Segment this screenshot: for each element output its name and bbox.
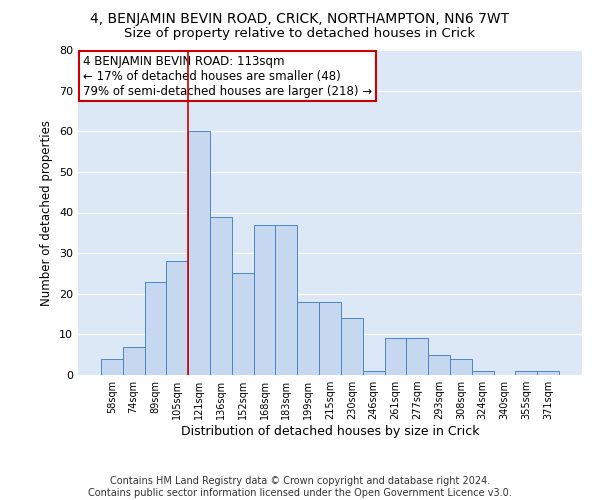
Bar: [537, 371, 559, 375]
Bar: [428, 354, 450, 375]
Bar: [385, 338, 406, 375]
Bar: [123, 346, 145, 375]
Bar: [297, 302, 319, 375]
Bar: [166, 261, 188, 375]
Bar: [406, 338, 428, 375]
Text: Size of property relative to detached houses in Crick: Size of property relative to detached ho…: [124, 28, 476, 40]
Bar: [472, 371, 494, 375]
Bar: [188, 131, 210, 375]
X-axis label: Distribution of detached houses by size in Crick: Distribution of detached houses by size …: [181, 425, 479, 438]
Bar: [210, 216, 232, 375]
Bar: [275, 224, 297, 375]
Bar: [363, 371, 385, 375]
Bar: [254, 224, 275, 375]
Text: 4 BENJAMIN BEVIN ROAD: 113sqm
← 17% of detached houses are smaller (48)
79% of s: 4 BENJAMIN BEVIN ROAD: 113sqm ← 17% of d…: [83, 55, 372, 98]
Text: Contains HM Land Registry data © Crown copyright and database right 2024.
Contai: Contains HM Land Registry data © Crown c…: [88, 476, 512, 498]
Bar: [232, 274, 254, 375]
Text: 4, BENJAMIN BEVIN ROAD, CRICK, NORTHAMPTON, NN6 7WT: 4, BENJAMIN BEVIN ROAD, CRICK, NORTHAMPT…: [91, 12, 509, 26]
Bar: [101, 359, 123, 375]
Y-axis label: Number of detached properties: Number of detached properties: [40, 120, 53, 306]
Bar: [515, 371, 537, 375]
Bar: [319, 302, 341, 375]
Bar: [450, 359, 472, 375]
Bar: [145, 282, 166, 375]
Bar: [341, 318, 363, 375]
